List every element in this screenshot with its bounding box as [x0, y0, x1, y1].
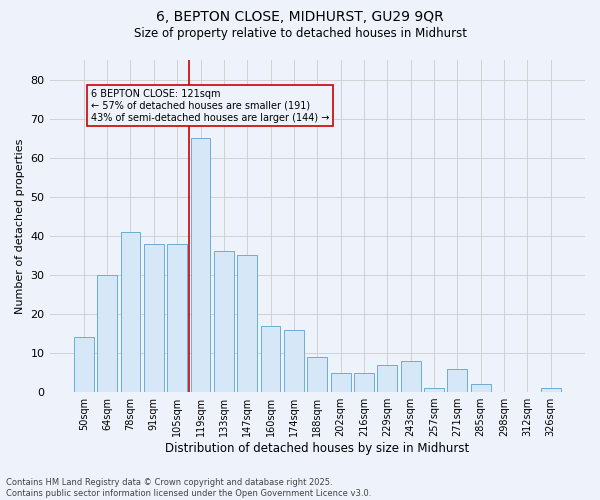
Text: Contains HM Land Registry data © Crown copyright and database right 2025.
Contai: Contains HM Land Registry data © Crown c…: [6, 478, 371, 498]
Bar: [144, 244, 164, 392]
Text: Size of property relative to detached houses in Midhurst: Size of property relative to detached ho…: [133, 28, 467, 40]
Bar: [238, 256, 257, 392]
Bar: [260, 326, 280, 392]
Bar: [307, 357, 327, 392]
Bar: [401, 361, 421, 392]
Bar: [284, 330, 304, 392]
Bar: [214, 252, 234, 392]
Bar: [471, 384, 491, 392]
Text: 6 BEPTON CLOSE: 121sqm
← 57% of detached houses are smaller (191)
43% of semi-de: 6 BEPTON CLOSE: 121sqm ← 57% of detached…: [91, 90, 329, 122]
X-axis label: Distribution of detached houses by size in Midhurst: Distribution of detached houses by size …: [165, 442, 469, 455]
Bar: [448, 368, 467, 392]
Y-axis label: Number of detached properties: Number of detached properties: [15, 138, 25, 314]
Bar: [191, 138, 211, 392]
Bar: [424, 388, 444, 392]
Bar: [354, 372, 374, 392]
Bar: [97, 275, 117, 392]
Bar: [331, 372, 350, 392]
Bar: [541, 388, 560, 392]
Bar: [167, 244, 187, 392]
Bar: [377, 364, 397, 392]
Bar: [121, 232, 140, 392]
Bar: [74, 338, 94, 392]
Text: 6, BEPTON CLOSE, MIDHURST, GU29 9QR: 6, BEPTON CLOSE, MIDHURST, GU29 9QR: [156, 10, 444, 24]
